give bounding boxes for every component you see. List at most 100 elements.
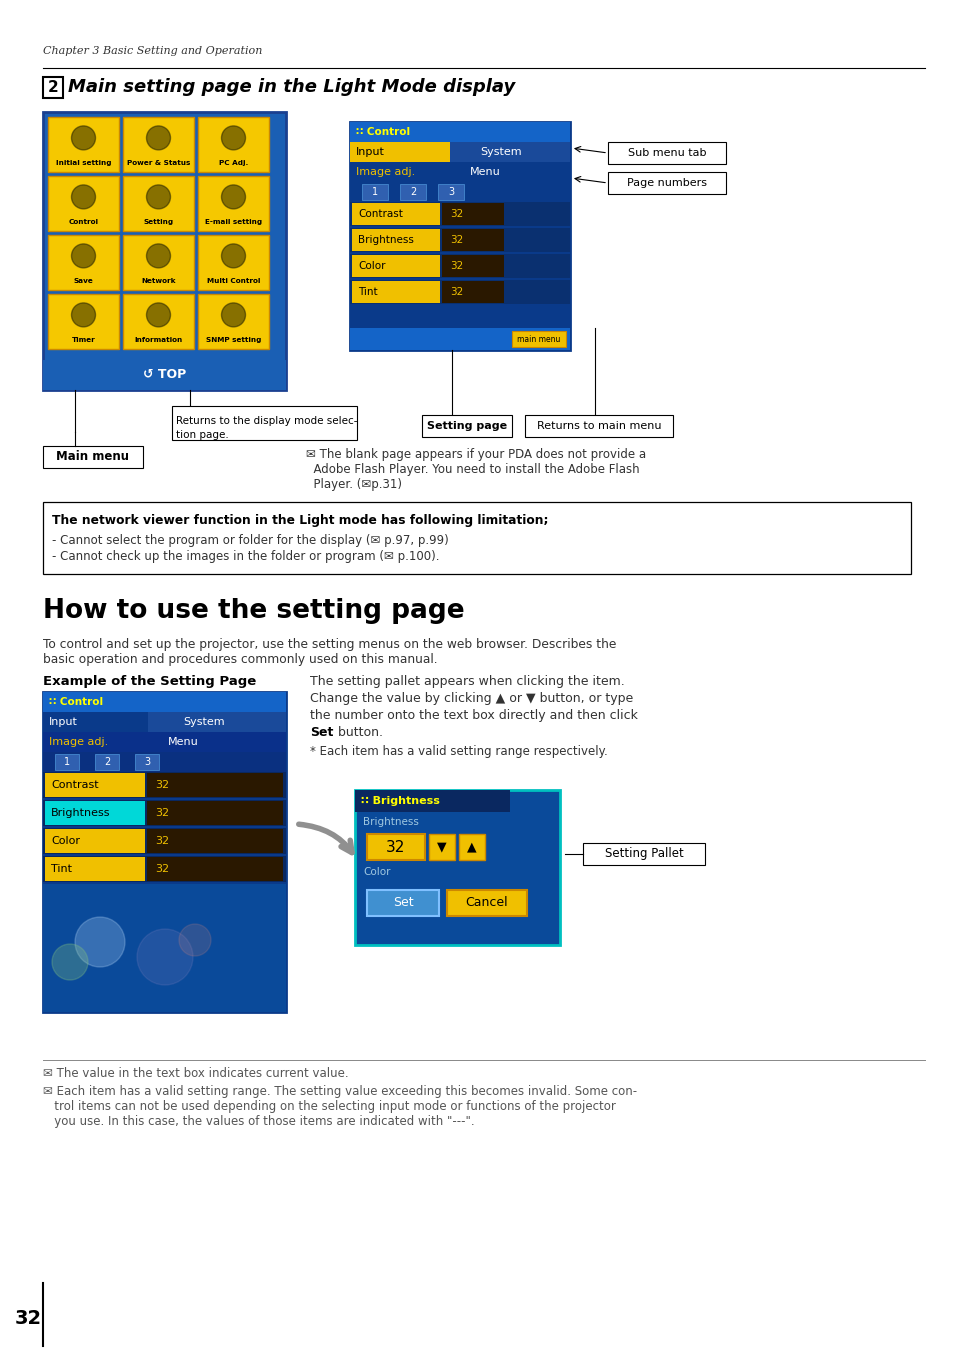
FancyBboxPatch shape — [350, 182, 569, 202]
Text: PC Adj.: PC Adj. — [218, 161, 248, 166]
FancyBboxPatch shape — [399, 184, 426, 200]
Text: ✉ The value in the text box indicates current value.: ✉ The value in the text box indicates cu… — [43, 1066, 348, 1080]
Text: Brightness: Brightness — [357, 235, 414, 244]
Text: Main menu: Main menu — [56, 451, 130, 463]
Text: main menu: main menu — [517, 335, 560, 343]
Text: Change the value by clicking ▲ or ▼ button, or type: Change the value by clicking ▲ or ▼ butt… — [310, 693, 633, 705]
Text: ∷ Control: ∷ Control — [355, 127, 410, 136]
Text: Color: Color — [363, 867, 390, 878]
FancyBboxPatch shape — [198, 176, 269, 231]
Text: Set: Set — [393, 896, 413, 910]
FancyBboxPatch shape — [582, 842, 704, 865]
FancyBboxPatch shape — [43, 112, 286, 390]
FancyBboxPatch shape — [355, 790, 510, 811]
Circle shape — [71, 126, 95, 150]
Text: Information: Information — [134, 338, 182, 343]
FancyBboxPatch shape — [607, 142, 725, 163]
Text: Contrast: Contrast — [51, 780, 98, 790]
FancyBboxPatch shape — [43, 752, 286, 772]
Text: Network: Network — [141, 278, 175, 283]
Text: Control: Control — [69, 219, 98, 225]
Text: Menu: Menu — [168, 737, 198, 747]
Text: The setting pallet appears when clicking the item.: The setting pallet appears when clicking… — [310, 675, 624, 688]
Text: Setting Pallet: Setting Pallet — [604, 848, 682, 860]
FancyBboxPatch shape — [458, 834, 484, 860]
Text: Image adj.: Image adj. — [49, 737, 108, 747]
FancyBboxPatch shape — [350, 202, 569, 225]
Text: Example of the Setting Page: Example of the Setting Page — [43, 675, 256, 688]
FancyBboxPatch shape — [123, 176, 193, 231]
FancyBboxPatch shape — [512, 331, 565, 347]
FancyBboxPatch shape — [447, 890, 526, 917]
FancyBboxPatch shape — [148, 711, 286, 732]
Text: Adobe Flash Player. You need to install the Adobe Flash: Adobe Flash Player. You need to install … — [306, 463, 639, 477]
FancyBboxPatch shape — [43, 446, 143, 468]
FancyBboxPatch shape — [43, 711, 148, 732]
FancyBboxPatch shape — [352, 281, 439, 302]
Text: How to use the setting page: How to use the setting page — [43, 598, 464, 624]
FancyBboxPatch shape — [361, 184, 388, 200]
Circle shape — [52, 944, 88, 980]
Text: SNMP setting: SNMP setting — [206, 338, 261, 343]
Text: basic operation and procedures commonly used on this manual.: basic operation and procedures commonly … — [43, 653, 437, 666]
FancyBboxPatch shape — [45, 774, 145, 796]
Text: Timer: Timer — [71, 338, 95, 343]
Text: 2: 2 — [48, 80, 58, 94]
FancyBboxPatch shape — [95, 755, 119, 770]
FancyBboxPatch shape — [43, 360, 286, 390]
Text: 32: 32 — [450, 235, 463, 244]
Text: 32: 32 — [154, 864, 169, 873]
FancyBboxPatch shape — [350, 162, 569, 182]
Text: ✉ The blank page appears if your PDA does not provide a: ✉ The blank page appears if your PDA doe… — [306, 448, 645, 460]
FancyBboxPatch shape — [198, 294, 269, 350]
Text: 32: 32 — [386, 840, 405, 855]
FancyBboxPatch shape — [441, 230, 503, 251]
Text: ∷ Brightness: ∷ Brightness — [360, 796, 439, 806]
Circle shape — [71, 244, 95, 267]
FancyBboxPatch shape — [429, 834, 455, 860]
Text: ✉ Each item has a valid setting range. The setting value exceeding this becomes : ✉ Each item has a valid setting range. T… — [43, 1085, 637, 1098]
Text: Input: Input — [355, 147, 384, 157]
FancyBboxPatch shape — [450, 142, 569, 162]
Text: you use. In this case, the values of those items are indicated with "---".: you use. In this case, the values of tho… — [43, 1115, 475, 1129]
Text: System: System — [183, 717, 224, 728]
Text: System: System — [479, 147, 521, 157]
Text: 32: 32 — [154, 780, 169, 790]
Text: E-mail setting: E-mail setting — [205, 219, 262, 225]
FancyBboxPatch shape — [45, 829, 145, 853]
Text: 32: 32 — [450, 209, 463, 219]
Text: Set: Set — [310, 726, 333, 738]
FancyBboxPatch shape — [350, 254, 569, 278]
Text: Returns to the display mode selec-: Returns to the display mode selec- — [175, 416, 357, 427]
Text: ↺ TOP: ↺ TOP — [143, 369, 186, 382]
Circle shape — [147, 126, 171, 150]
FancyBboxPatch shape — [147, 774, 283, 796]
FancyBboxPatch shape — [43, 801, 286, 826]
Text: To control and set up the projector, use the setting menus on the web browser. D: To control and set up the projector, use… — [43, 639, 616, 651]
FancyBboxPatch shape — [135, 755, 159, 770]
Text: Player. (✉p.31): Player. (✉p.31) — [306, 478, 401, 491]
Text: button.: button. — [334, 726, 382, 738]
FancyBboxPatch shape — [48, 294, 119, 350]
Text: ∷ Control: ∷ Control — [49, 697, 103, 707]
FancyBboxPatch shape — [524, 414, 672, 437]
FancyBboxPatch shape — [48, 176, 119, 231]
Circle shape — [71, 302, 95, 327]
Circle shape — [75, 917, 125, 967]
Text: Tint: Tint — [51, 864, 71, 873]
Text: Setting: Setting — [143, 219, 173, 225]
FancyBboxPatch shape — [437, 184, 463, 200]
Text: Menu: Menu — [470, 167, 500, 177]
FancyBboxPatch shape — [350, 279, 569, 304]
FancyBboxPatch shape — [441, 202, 503, 225]
Text: Image adj.: Image adj. — [355, 167, 415, 177]
FancyBboxPatch shape — [367, 890, 438, 917]
Circle shape — [179, 923, 211, 956]
Circle shape — [137, 929, 193, 986]
Text: Contrast: Contrast — [357, 209, 402, 219]
FancyBboxPatch shape — [350, 228, 569, 252]
FancyBboxPatch shape — [350, 122, 569, 350]
Text: Power & Status: Power & Status — [127, 161, 190, 166]
Text: Main setting page in the Light Mode display: Main setting page in the Light Mode disp… — [68, 78, 515, 96]
Circle shape — [221, 244, 245, 267]
